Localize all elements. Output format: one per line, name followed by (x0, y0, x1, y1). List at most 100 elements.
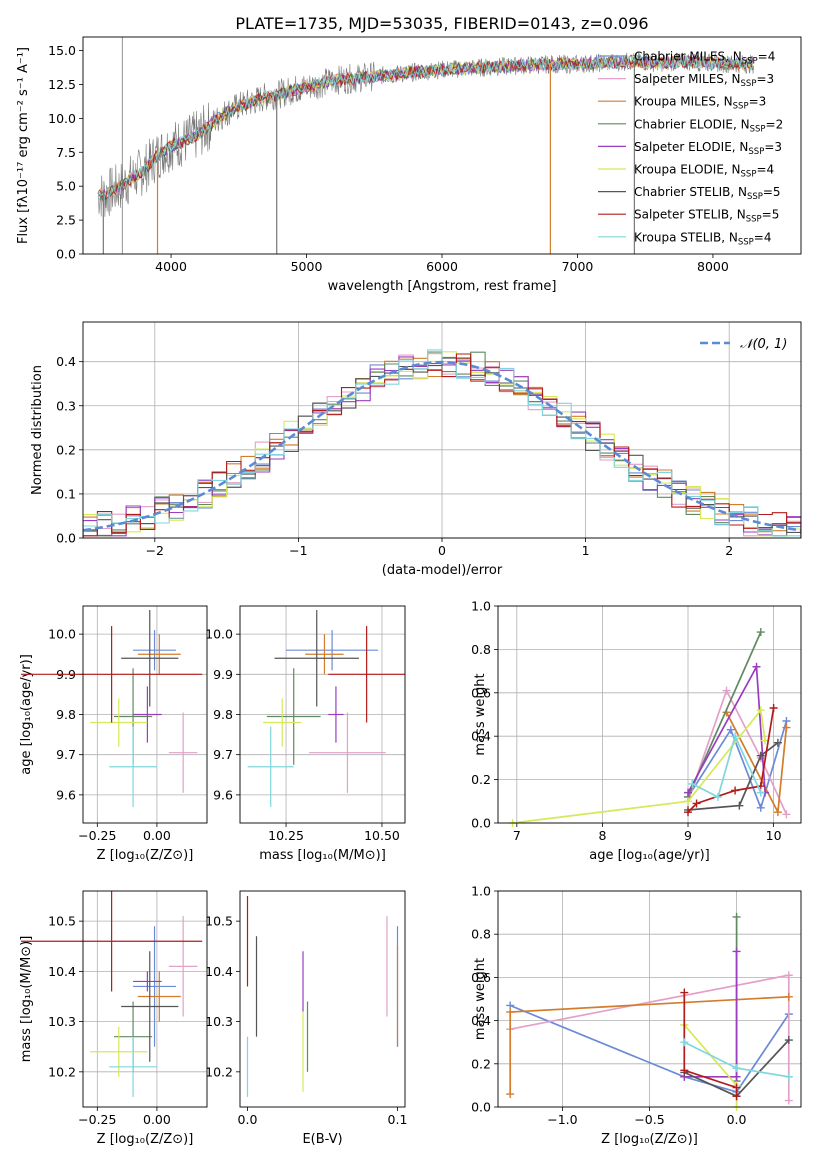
weight-series-line-7 (683, 992, 738, 1097)
x-tick-label: 5000 (291, 259, 323, 274)
weight-point-marker (732, 1092, 741, 1101)
y-tick-label: 10.4 (205, 964, 233, 979)
x-tick-label: 10.50 (364, 828, 400, 843)
legend-nssp: =4 (758, 50, 776, 64)
model-spectrum-line-7 (98, 54, 754, 200)
y-tick-label: 10.3 (48, 1014, 76, 1029)
y-tick-label: 10.0 (48, 111, 76, 126)
legend-nssp: =4 (754, 230, 772, 244)
weight-point-marker (756, 751, 765, 760)
plots-layer: 4000 5000 6000 7000 80000.02.55.07.510.012.5… (16, 36, 802, 1147)
y-tick-label: 10.2 (205, 1064, 233, 1079)
y-axis-label: age [log₁₀(age/yr)] (19, 654, 34, 775)
y-tick-label: 10.4 (48, 964, 76, 979)
x-axis-label: E(B-V) (302, 1132, 342, 1147)
y-axis-label: Normed distribution (30, 365, 45, 495)
x-axis-label: (data-model)/error (382, 563, 503, 578)
y-tick-label: 0.4 (56, 354, 76, 369)
y-tick-label: 9.9 (213, 667, 233, 682)
y-tick-label: 0.8 (471, 642, 491, 657)
mass_vs_Z-panel: −0.25 0.00 10.2 10.3 10.4 10.5 Z [log₁₀(Z/Z⊙)]… (19, 890, 208, 1147)
y-axis-label: Flux [fλ10⁻¹⁷ erg cm⁻² s⁻¹ A⁻¹] (16, 47, 31, 244)
weight-point-marker (680, 1038, 689, 1047)
x-tick-label: 10.25 (268, 828, 304, 843)
weight-point-marker (731, 732, 740, 741)
legend-sub: SSP (733, 102, 749, 112)
y-tick-label: 9.6 (213, 787, 233, 802)
legend-label-2: Kroupa MILES, NSSP=3 (634, 95, 766, 112)
weight-series-line-8 (691, 733, 762, 799)
legend-sub: SSP (741, 170, 757, 180)
x-tick-label: 9 (684, 828, 692, 843)
weight-series-line-6 (687, 742, 779, 811)
legend-sub: SSP (747, 192, 763, 202)
legend-sub: SSP (742, 57, 758, 67)
legend-label-3: Chabrier ELODIE, NSSP=2 (634, 117, 783, 134)
x-axis-label: Z [log₁₀(Z/Z⊙)] (97, 1132, 194, 1147)
legend-sub: SSP (738, 237, 754, 247)
age_vs_Z-panel: −0.25 0.009.69.79.89.910.0Z [log₁₀(Z/Z⊙)]… (19, 605, 208, 863)
legend-label-5: Kroupa ELODIE, NSSP=4 (634, 163, 774, 180)
weight-point-marker (732, 1064, 741, 1073)
weight-point-marker (735, 801, 744, 810)
weight-point-marker (784, 992, 793, 1001)
axes-frame (497, 890, 802, 1108)
axes-frame (497, 605, 802, 824)
y-tick-label: 0.8 (471, 927, 491, 942)
y-tick-label: 0.1 (56, 486, 76, 501)
y-tick-label: 10.5 (48, 914, 76, 929)
weight-point-marker (756, 628, 765, 637)
normal-curve-line (82, 360, 802, 532)
weight-point-marker (756, 788, 765, 797)
weight_vs_age-panel: 7 8 9 10 0.0 0.2 0.4 0.6 0.8 1.0 age [log₁₀(age/yr… (471, 599, 802, 863)
weight-point-marker (506, 1090, 515, 1099)
x-axis-label: wavelength [Angstrom, rest frame] (328, 279, 557, 294)
x-tick-label: −0.25 (78, 828, 116, 843)
x-tick-label: 0 (438, 543, 446, 558)
x-tick-label: 0.1 (388, 1112, 408, 1127)
y-tick-label: 10.0 (205, 627, 233, 642)
weight-point-marker (752, 662, 761, 671)
weight-point-marker (732, 912, 741, 921)
y-tick-label: 1.0 (471, 884, 491, 899)
y-tick-label: 7.5 (56, 145, 76, 160)
x-axis-label: mass [log₁₀(M/M⊙)] (259, 848, 386, 863)
y-tick-label: 12.5 (48, 77, 76, 92)
y-tick-label: 5.0 (56, 179, 76, 194)
x-tick-label: 0.00 (143, 1112, 171, 1127)
weight-point-marker (732, 1083, 741, 1092)
x-tick-label: 4000 (155, 259, 187, 274)
x-axis-label: Z [log₁₀(Z/Z⊙)] (97, 848, 194, 863)
legend-nssp: =4 (756, 163, 774, 177)
y-tick-label: 10.5 (205, 914, 233, 929)
legend-nssp: =5 (763, 185, 781, 199)
y-axis-label: mass weight (473, 673, 488, 755)
x-tick-label: 10 (766, 828, 782, 843)
y-tick-label: 0.2 (56, 442, 76, 457)
y-tick-label: 9.7 (213, 747, 233, 762)
weight-point-marker (506, 1007, 515, 1016)
y-axis-label: mass weight (473, 958, 488, 1040)
x-tick-label: 7 (513, 828, 521, 843)
axes-frame (82, 605, 208, 824)
y-tick-label: 0.2 (471, 1056, 491, 1071)
y-tick-label: 0.0 (56, 531, 76, 546)
weight-point-marker (782, 723, 791, 732)
legend-nssp: =2 (766, 117, 784, 131)
weight-point-marker (726, 725, 735, 734)
weight-point-marker (784, 1072, 793, 1081)
y-tick-label: 9.7 (56, 747, 76, 762)
y-tick-label: 9.8 (56, 707, 76, 722)
legend-label-7: Salpeter STELIB, NSSP=5 (634, 208, 779, 225)
mass_vs_ebv-panel: 0.0 0.1 10.2 10.3 10.4 10.5 E(B-V) (205, 890, 408, 1147)
weight-series-line-1 (687, 688, 788, 815)
weight-series-line-4 (684, 951, 738, 1078)
legend-label-0: Chabrier MILES, NSSP=4 (634, 50, 775, 67)
legend-label-8: Kroupa STELIB, NSSP=4 (634, 230, 772, 247)
legend-sub: SSP (750, 124, 766, 134)
y-tick-label: 1.0 (471, 599, 491, 614)
legend-sub: SSP (748, 147, 764, 157)
age_vs_mass-panel: 10.25 10.50 9.6 9.7 9.8 9.9 10.0 mass [log₁₀(M/… (205, 605, 406, 863)
axes-frame (82, 321, 802, 539)
x-tick-label: 7000 (562, 259, 594, 274)
